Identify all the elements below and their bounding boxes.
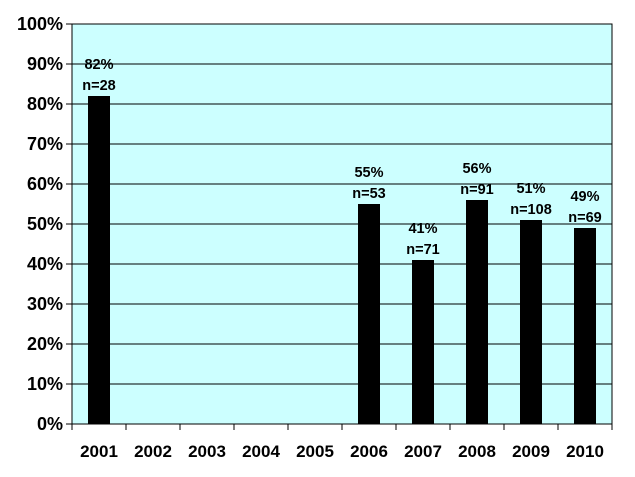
data-label-percent: 56% — [462, 161, 491, 177]
y-tick-label: 50% — [27, 214, 63, 234]
y-tick-label: 60% — [27, 174, 63, 194]
x-tick-label: 2005 — [296, 442, 334, 461]
x-tick-label: 2004 — [242, 442, 280, 461]
x-tick-label: 2009 — [512, 442, 550, 461]
bar-2008 — [466, 200, 488, 424]
data-label-percent: 41% — [408, 221, 437, 237]
bar-2001 — [88, 96, 110, 424]
y-axis-ticks: 0% 10% 20% 30% 40% 50% 60% 70% 80% 90% 100% — [17, 14, 72, 434]
x-tick-label: 2001 — [80, 442, 118, 461]
x-tick-label: 2010 — [566, 442, 604, 461]
y-tick-label: 100% — [17, 14, 63, 34]
x-tick-label: 2008 — [458, 442, 496, 461]
bars — [88, 96, 596, 424]
x-tick-label: 2006 — [350, 442, 388, 461]
data-label-percent: 55% — [354, 165, 383, 181]
data-label-n: n=108 — [510, 202, 552, 218]
data-label-percent: 82% — [84, 57, 113, 73]
y-tick-label: 10% — [27, 374, 63, 394]
data-labels: 82% n=28 55% n=53 41% n=71 56% n=91 51% n=108 49% n… — [82, 57, 601, 258]
x-axis-ticks: 2001 2002 2003 2004 2005 2006 2007 2008 2009 2010 — [71, 424, 613, 461]
data-label-n: n=28 — [82, 78, 115, 94]
y-tick-label: 40% — [27, 254, 63, 274]
y-tick-label: 0% — [37, 414, 63, 434]
y-tick-label: 70% — [27, 134, 63, 154]
data-label-percent: 49% — [570, 189, 599, 205]
data-label-n: n=69 — [568, 210, 601, 226]
data-label-n: n=91 — [460, 182, 493, 198]
bar-2010 — [574, 228, 596, 424]
data-label-percent: 51% — [516, 181, 545, 197]
x-tick-label: 2002 — [134, 442, 172, 461]
bar-2009 — [520, 220, 542, 424]
x-tick-label: 2007 — [404, 442, 442, 461]
data-label-n: n=53 — [352, 186, 385, 202]
bar-2006 — [358, 204, 380, 424]
x-tick-label: 2003 — [188, 442, 226, 461]
bar-2007 — [412, 260, 434, 424]
y-tick-label: 90% — [27, 54, 63, 74]
data-label-n: n=71 — [406, 242, 439, 258]
y-tick-label: 20% — [27, 334, 63, 354]
y-tick-label: 30% — [27, 294, 63, 314]
y-tick-label: 80% — [27, 94, 63, 114]
